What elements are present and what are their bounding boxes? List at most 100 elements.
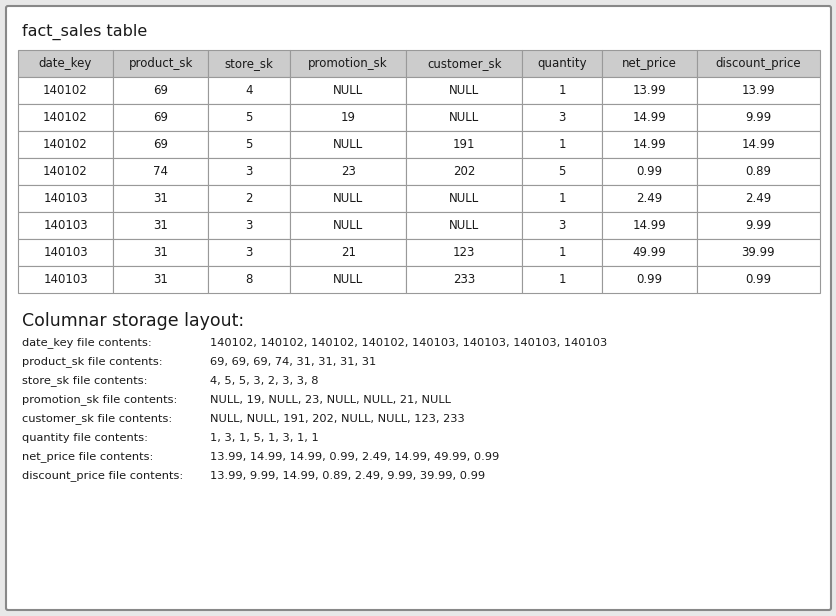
Text: 0.99: 0.99 [635,165,661,178]
Text: net_price: net_price [621,57,675,70]
Text: 1: 1 [558,84,565,97]
Bar [522,158,601,185]
Text: 140103: 140103 [43,219,88,232]
Text: NULL, 19, NULL, 23, NULL, NULL, 21, NULL: NULL, 19, NULL, 23, NULL, NULL, 21, NULL [210,395,451,405]
Text: 69, 69, 69, 74, 31, 31, 31, 31: 69, 69, 69, 74, 31, 31, 31, 31 [210,357,376,367]
Text: 31: 31 [153,192,168,205]
Bar [696,266,819,293]
Bar [113,158,208,185]
Text: 140103: 140103 [43,273,88,286]
Text: NULL: NULL [333,84,363,97]
Bar [18,212,113,239]
Text: discount_price: discount_price [715,57,800,70]
Bar [522,185,601,212]
Bar [522,131,601,158]
Bar [696,239,819,266]
Bar [696,50,819,77]
Bar [696,185,819,212]
Bar [113,77,208,104]
Text: 8: 8 [245,273,252,286]
Text: 2: 2 [245,192,252,205]
Text: 21: 21 [340,246,355,259]
Text: 3: 3 [558,111,565,124]
Text: 4: 4 [245,84,252,97]
Text: Columnar storage layout:: Columnar storage layout: [22,312,244,330]
Bar [405,158,522,185]
Bar [208,50,290,77]
Text: 49.99: 49.99 [631,246,665,259]
Text: 3: 3 [245,219,252,232]
Bar [696,77,819,104]
Bar [290,104,405,131]
Bar [18,185,113,212]
Text: NULL, NULL, 191, 202, NULL, NULL, 123, 233: NULL, NULL, 191, 202, NULL, NULL, 123, 2… [210,414,464,424]
Text: 3: 3 [245,246,252,259]
Text: NULL: NULL [449,111,479,124]
Bar [405,50,522,77]
Bar [18,266,113,293]
Bar [405,77,522,104]
Bar [208,104,290,131]
Text: 14.99: 14.99 [741,138,774,151]
Text: 140102: 140102 [43,138,88,151]
Bar [208,212,290,239]
Bar [522,266,601,293]
Text: date_key: date_key [38,57,92,70]
Text: 31: 31 [153,219,168,232]
Text: customer_sk: customer_sk [426,57,501,70]
Bar [113,212,208,239]
Bar [208,131,290,158]
Bar [113,239,208,266]
Text: 1, 3, 1, 5, 1, 3, 1, 1: 1, 3, 1, 5, 1, 3, 1, 1 [210,433,319,443]
Text: NULL: NULL [449,192,479,205]
Text: 1: 1 [558,138,565,151]
Bar [601,185,696,212]
Text: 23: 23 [340,165,355,178]
Text: NULL: NULL [333,192,363,205]
Text: 1: 1 [558,273,565,286]
Text: 14.99: 14.99 [631,138,665,151]
Bar [522,212,601,239]
Bar [601,131,696,158]
Bar [18,104,113,131]
Bar [18,50,113,77]
Text: 9.99: 9.99 [744,219,771,232]
Bar [405,266,522,293]
Bar [522,50,601,77]
Text: NULL: NULL [449,219,479,232]
Bar [290,131,405,158]
Text: 74: 74 [153,165,168,178]
Text: 13.99: 13.99 [741,84,774,97]
Text: 140102: 140102 [43,165,88,178]
Text: 5: 5 [245,138,252,151]
Text: 5: 5 [245,111,252,124]
Bar [208,185,290,212]
Text: 19: 19 [340,111,355,124]
Text: customer_sk file contents:: customer_sk file contents: [22,413,172,424]
Text: 191: 191 [452,138,475,151]
Bar [601,212,696,239]
Bar [405,185,522,212]
Bar [405,131,522,158]
Text: quantity: quantity [537,57,586,70]
Text: 1: 1 [558,192,565,205]
Bar [290,50,405,77]
Text: 2.49: 2.49 [744,192,771,205]
Bar [601,50,696,77]
FancyBboxPatch shape [6,6,830,610]
Text: 39.99: 39.99 [741,246,774,259]
Bar [405,239,522,266]
Text: 202: 202 [452,165,475,178]
Text: 5: 5 [558,165,565,178]
Text: 140103: 140103 [43,246,88,259]
Text: store_sk: store_sk [224,57,273,70]
Bar [208,158,290,185]
Text: 140102, 140102, 140102, 140102, 140103, 140103, 140103, 140103: 140102, 140102, 140102, 140102, 140103, … [210,338,607,348]
Text: 69: 69 [153,84,168,97]
Bar [601,104,696,131]
Bar [290,239,405,266]
Bar [113,266,208,293]
Bar [290,77,405,104]
Text: NULL: NULL [333,219,363,232]
Bar [522,77,601,104]
